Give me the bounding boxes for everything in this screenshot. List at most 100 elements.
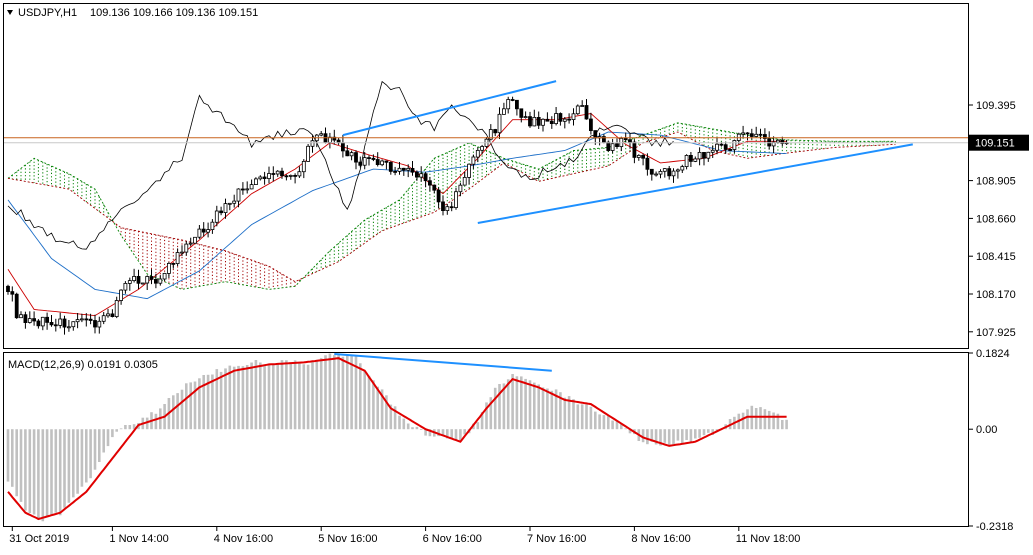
candle [280, 167, 284, 179]
candle [380, 159, 385, 167]
candle [188, 237, 193, 246]
candle [301, 159, 306, 179]
price-panel-frame [3, 3, 969, 349]
candle [236, 188, 241, 208]
candle [480, 144, 485, 155]
chikou-span [7, 80, 674, 250]
candle [36, 319, 41, 329]
macd-histogram [6, 353, 788, 522]
candle [371, 154, 376, 162]
candle [140, 282, 145, 285]
candle [245, 181, 250, 194]
candle [519, 108, 524, 123]
candle [745, 132, 750, 141]
candle [193, 236, 197, 244]
candle [632, 139, 637, 164]
candle [471, 154, 476, 169]
candle [184, 241, 189, 256]
candle [40, 316, 45, 331]
senkou-span-b [7, 131, 896, 283]
candle [136, 269, 141, 290]
price-tick-label: 108.660 [976, 213, 1016, 225]
candle [475, 147, 480, 163]
candle [249, 179, 254, 190]
time-tick-label: 6 Nov 16:00 [423, 533, 482, 545]
candle [441, 195, 445, 216]
candle [541, 118, 545, 132]
candle [662, 168, 667, 178]
ohlc-label: 109.136 109.166 109.136 109.151 [90, 7, 258, 19]
candle [671, 168, 676, 183]
candle [715, 138, 719, 155]
candle [71, 321, 76, 331]
candle [506, 96, 511, 114]
candle [345, 145, 350, 157]
candle [288, 174, 293, 180]
candle [293, 173, 298, 184]
candle [362, 152, 367, 170]
current-price-tag: 109.151 [969, 134, 1029, 151]
candle [710, 145, 715, 158]
candle [210, 219, 215, 234]
candle [153, 273, 158, 289]
candle [458, 182, 463, 197]
candle [610, 138, 615, 154]
candle [214, 205, 219, 227]
candle [615, 138, 619, 149]
time-tick-label: 11 Nov 18:00 [736, 533, 801, 545]
candle [584, 99, 589, 120]
candle [571, 108, 576, 126]
candle [732, 139, 737, 154]
candle [562, 117, 567, 129]
macd-tick-label: 0.1824 [976, 348, 1010, 360]
candle [180, 245, 184, 257]
candle [763, 128, 767, 144]
candle [658, 169, 663, 179]
candle [401, 167, 406, 176]
candle [284, 174, 289, 181]
candle [780, 136, 785, 147]
macd-panel-frame [3, 352, 969, 527]
price-tick-label: 108.905 [976, 176, 1016, 188]
current-price-line [4, 137, 968, 144]
kijun-sen [7, 131, 787, 300]
price-tick-label: 107.925 [976, 327, 1016, 339]
candle [297, 166, 302, 178]
candle [93, 314, 97, 334]
macd-signal [7, 357, 787, 521]
candle [636, 154, 641, 161]
candle [19, 311, 23, 319]
candle [32, 311, 36, 326]
candle [454, 187, 458, 210]
candle [528, 111, 532, 128]
candle [754, 126, 759, 137]
candle [201, 222, 206, 237]
candle [240, 182, 245, 195]
candle [667, 166, 672, 180]
candle [493, 128, 498, 137]
candle [432, 184, 437, 194]
candle [275, 170, 280, 177]
symbol-label: USDJPY,H1 [18, 7, 77, 19]
macd-axis: 0.1824 0.00 -0.2318 [968, 348, 1013, 533]
candle [53, 318, 58, 332]
candle [393, 166, 398, 176]
candle [49, 315, 54, 327]
candle [462, 171, 467, 186]
candle [676, 168, 680, 179]
collapse-arrow-icon[interactable] [7, 10, 13, 15]
candle [515, 99, 519, 116]
candle [728, 148, 732, 152]
candle [410, 161, 415, 176]
candle [510, 96, 515, 102]
price-tick-label: 108.415 [976, 251, 1016, 263]
candle [445, 204, 450, 215]
candle [436, 187, 441, 209]
candle [567, 113, 571, 124]
candle [67, 320, 71, 332]
candle [114, 296, 119, 319]
candle [232, 194, 237, 208]
candle [6, 284, 10, 295]
candle [14, 292, 19, 319]
candle [684, 154, 689, 170]
